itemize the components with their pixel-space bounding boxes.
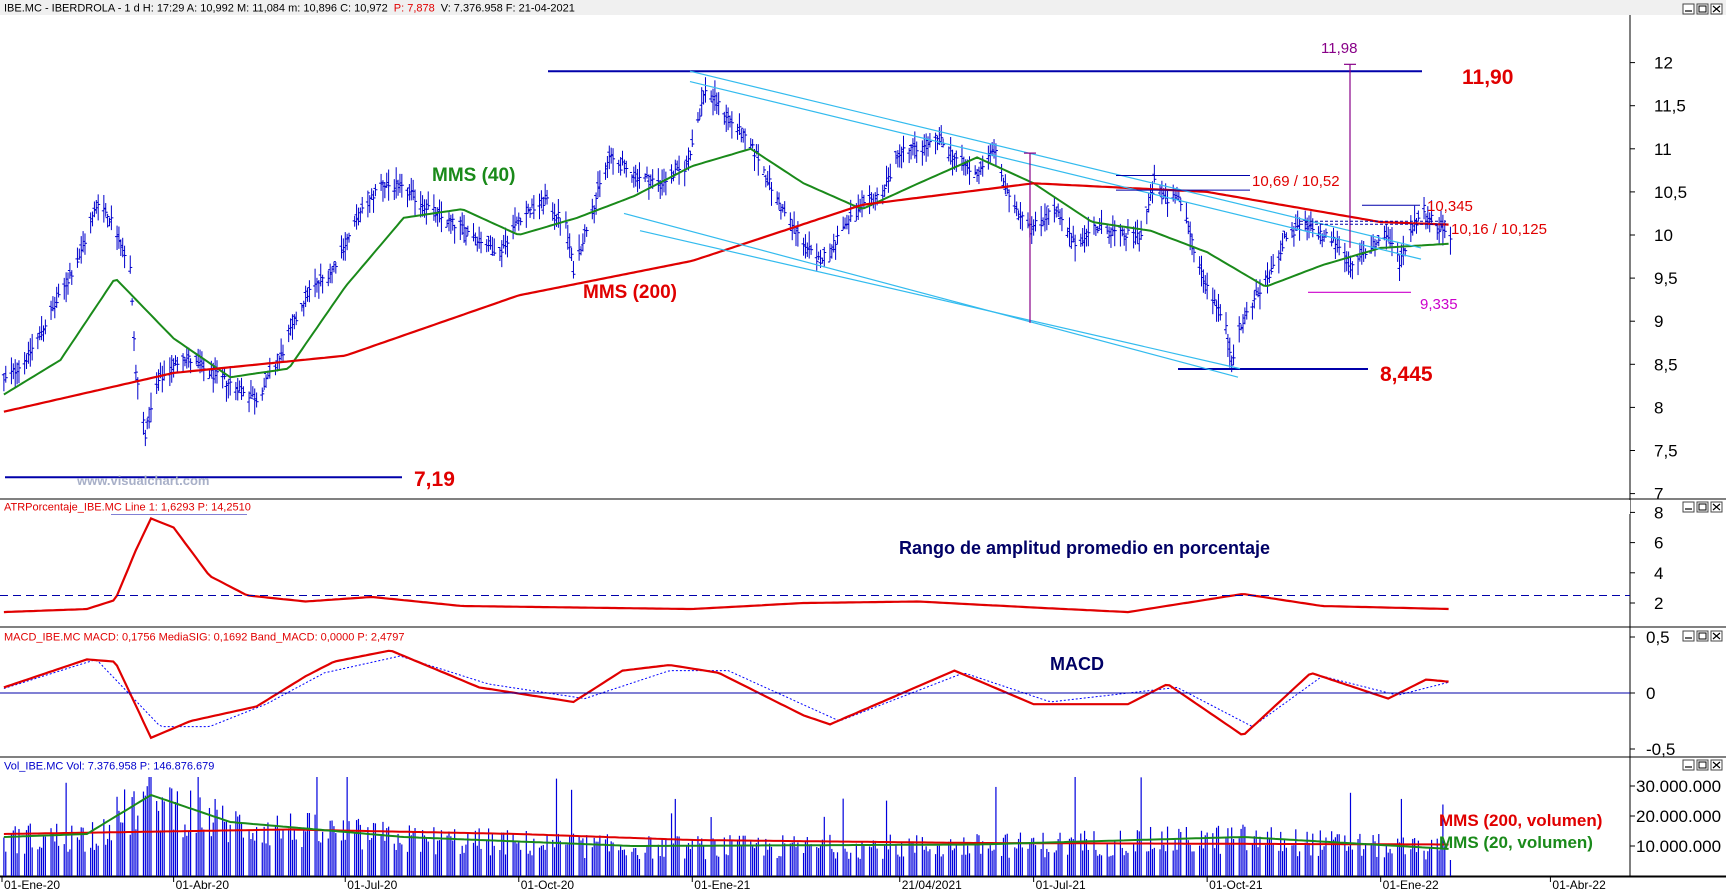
price-bars	[1, 77, 1453, 447]
header-bar-main	[0, 0, 1726, 15]
atr-title: Rango de amplitud promedio en porcentaje	[899, 538, 1270, 558]
level-label-7-19: 7,19	[414, 468, 455, 491]
y-tick-label: 11	[1654, 140, 1672, 159]
close-glyph-vol	[1712, 761, 1721, 769]
annotation-9-335: 9,335	[1420, 296, 1458, 313]
close-glyph-macd	[1712, 632, 1721, 640]
channel-lower-line-2	[639, 230, 1241, 370]
legend-vol-20: MMS (20, volumen)	[1439, 833, 1593, 852]
vol-tick-label: 10.000.000	[1636, 837, 1721, 856]
watermark: www.visualchart.com	[76, 473, 209, 488]
minimize-icon-price	[1682, 3, 1695, 15]
legend-vol-200: MMS (200, volumen)	[1439, 811, 1602, 830]
macd-tick-label: 0,5	[1646, 628, 1670, 647]
minimize-icon-macd	[1682, 630, 1695, 642]
macd-title: MACD	[1050, 654, 1104, 674]
x-tick-label: 01-Jul-20	[347, 878, 397, 892]
minimize-icon-atr	[1682, 501, 1695, 513]
header-bar-atr	[0, 500, 1630, 514]
level-label-8-445: 8,445	[1380, 363, 1433, 386]
atr-line	[3, 516, 1449, 614]
maximize-glyph-price	[1698, 5, 1707, 13]
y-axis-labels: 1211,51110,5109,598,587,5786420,50-0,530…	[1630, 54, 1721, 856]
x-tick-label: 01-Oct-21	[1209, 878, 1263, 892]
maximize-glyph-macd	[1698, 632, 1707, 640]
channel-lower-line	[623, 212, 1239, 378]
minimize-icon-vol	[1682, 759, 1695, 771]
macd-line	[3, 649, 1449, 740]
level-label-11-90: 11,90	[1462, 66, 1513, 89]
header-vol: Vol_IBE.MC Vol: 7.376.958 P: 146.876.679	[4, 761, 214, 773]
maximize-glyph-vol	[1698, 761, 1707, 769]
window-controls	[1682, 3, 1723, 771]
volume-bars	[3, 777, 1452, 876]
y-tick-label: 8,5	[1654, 355, 1678, 374]
drawing-tools	[0, 63, 1630, 694]
y-tick-label: 9	[1654, 312, 1663, 331]
y-tick-label: 8	[1654, 398, 1663, 417]
mms200-line	[3, 182, 1449, 413]
x-tick-label: 01-Ene-20	[4, 878, 60, 892]
annotation-10-16: 10,16 / 10,125	[1451, 221, 1547, 238]
y-tick-label: 7	[1654, 485, 1663, 504]
vol-tick-label: 20.000.000	[1636, 807, 1721, 826]
y-tick-label: 10	[1654, 226, 1673, 245]
channel-upper-line-2	[689, 80, 1422, 260]
y-tick-label: 12	[1654, 54, 1673, 73]
maximize-icon-vol	[1696, 759, 1709, 771]
vol-tick-label: 30.000.000	[1636, 777, 1721, 796]
y-tick-label: 9,5	[1654, 269, 1678, 288]
x-tick-label: 01-Oct-20	[521, 878, 575, 892]
macd-signal-line	[3, 655, 1449, 728]
close-glyph-price	[1712, 5, 1721, 13]
label-mms200: MMS (200)	[583, 282, 677, 303]
header-main: IBE.MC - IBERDROLA - 1 d H: 17:29 A: 10,…	[4, 3, 575, 15]
indicator-lines	[3, 147, 1449, 850]
maximize-icon-atr	[1696, 501, 1709, 513]
header-atr: ATRPorcentaje_IBE.MC Line 1: 1,6293 P: 1…	[4, 502, 251, 514]
x-axis-labels: 01-Ene-20 01-Abr-20 01-Jul-20 01-Oct-20 01-E…	[1, 876, 1606, 892]
header-macd: MACD_IBE.MC MACD: 0,1756 MediaSIG: 0,169…	[4, 632, 404, 644]
atr-tick-label: 6	[1654, 534, 1663, 553]
close-glyph-atr	[1712, 503, 1721, 511]
annotation-11-98: 11,98	[1321, 40, 1357, 57]
channel-upper-line	[689, 70, 1422, 249]
x-tick-label: 01-Ene-21	[694, 878, 750, 892]
x-tick-label: 01-Abr-20	[176, 878, 230, 892]
macd-tick-label: 0	[1646, 684, 1655, 703]
macd-tick-label: -0,5	[1646, 740, 1675, 759]
maximize-icon-price	[1696, 3, 1709, 15]
y-tick-label: 11,5	[1654, 97, 1686, 116]
label-mms40: MMS (40)	[432, 165, 515, 186]
x-tick-label: 01-Abr-22	[1552, 878, 1606, 892]
x-tick-label: 01-Jul-21	[1036, 878, 1086, 892]
x-tick-label: 21/04/2021	[902, 878, 962, 892]
vol-mms200-line	[3, 828, 1449, 846]
panel-frames	[0, 15, 1726, 878]
vol-mms20-line	[3, 793, 1449, 850]
maximize-icon-macd	[1696, 630, 1709, 642]
y-tick-label: 7,5	[1654, 442, 1678, 461]
annotation-10-345: 10,345	[1427, 198, 1473, 215]
x-tick-label: 01-Ene-22	[1383, 878, 1439, 892]
mms40-line	[3, 147, 1449, 396]
atr-tick-label: 8	[1654, 503, 1663, 522]
annotation-10-69: 10,69 / 10,52	[1252, 173, 1340, 190]
atr-tick-label: 2	[1654, 594, 1663, 613]
maximize-glyph-atr	[1698, 503, 1707, 511]
y-tick-label: 10,5	[1654, 183, 1687, 202]
atr-tick-label: 4	[1654, 564, 1663, 583]
